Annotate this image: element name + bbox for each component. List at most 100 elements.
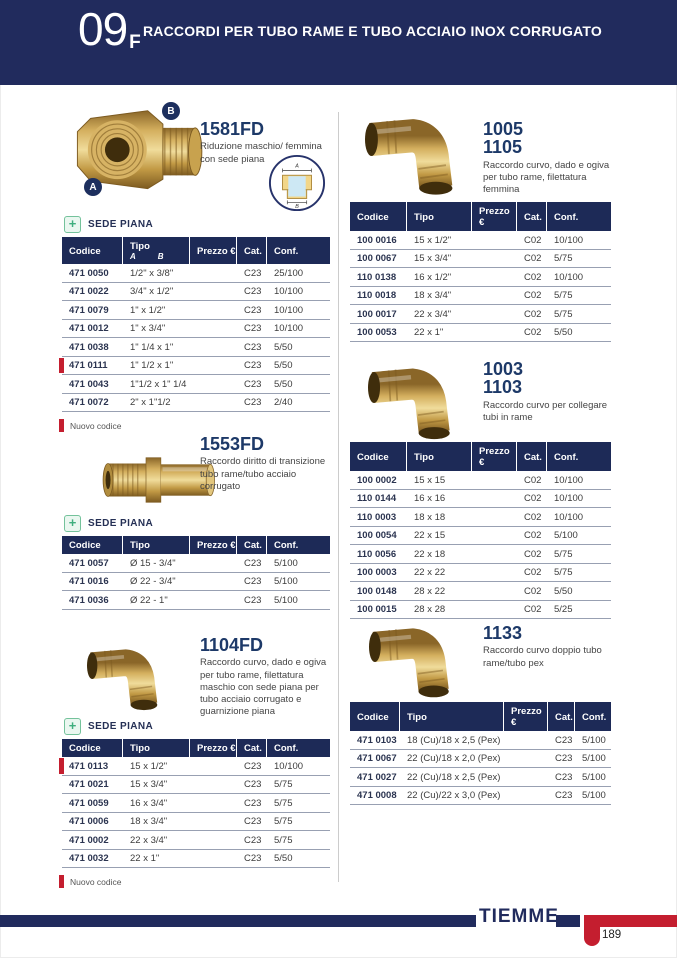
column-header: Conf. — [274, 540, 299, 551]
dimension-badge-b: B — [162, 102, 180, 120]
table-row: 471 0036 Ø 22 - 1" C23 5/100 — [62, 591, 330, 610]
table-cell: 10/100 — [274, 760, 304, 772]
product-code: 1104FD — [200, 635, 264, 655]
table-cell: 15 x 15 — [414, 474, 446, 486]
table-cell: 471 0032 — [69, 853, 109, 864]
table-row: 100 0002 15 x 15 C02 10/100 — [350, 471, 611, 490]
table-cell: C02 — [524, 548, 542, 560]
table-header-row: Codice Tipo Prezzo € Cat. Conf. — [350, 702, 611, 731]
new-code-marker — [59, 357, 64, 373]
page-header: 09 F RACCORDI PER TUBO RAME E TUBO ACCIAI… — [0, 0, 677, 85]
product-info: 1003 1103 Raccordo curvo per collegare tu… — [483, 360, 613, 424]
table-cell: C02 — [524, 290, 542, 301]
product-table: Codice Tipo Prezzo € Cat. Conf. 100 0016 15 x … — [350, 202, 611, 342]
table-cell: 22 x 22 — [414, 567, 446, 578]
table-row: 471 0016 Ø 22 - 3/4" C23 5/100 — [62, 572, 330, 591]
sede-piana-label: + SEDE PIANA — [64, 717, 330, 735]
table-cell — [190, 831, 237, 849]
table-cell: 471 0113 — [69, 760, 109, 772]
product-block-1581fd: A B 1581FD Riduzione maschio/ femmina co… — [59, 100, 332, 432]
product-description: Raccordo curvo, dado e ogiva per tubo ra… — [200, 657, 327, 717]
new-code-legend: Nuovo codice — [59, 419, 330, 432]
table-cell: Ø 22 - 1" — [130, 594, 168, 606]
table-row: 471 0006 18 x 3/4" C23 5/75 — [62, 812, 330, 831]
table-row: 100 0054 22 x 15 C02 5/100 — [350, 526, 611, 545]
table-row: 471 0021 15 x 3/4" C23 5/75 — [62, 775, 330, 794]
table-cell: 471 0016 — [69, 576, 109, 587]
table-cell — [504, 731, 548, 749]
table-cell: 471 0002 — [69, 834, 109, 846]
table-cell — [472, 287, 517, 305]
table-cell: C02 — [524, 308, 542, 320]
column-header: Prezzo € — [190, 536, 237, 554]
table-cell: 28 x 22 — [414, 585, 446, 597]
table-row: 100 0148 28 x 22 C02 5/50 — [350, 582, 611, 601]
table-cell: C02 — [524, 493, 542, 504]
dimension-badge-a: A — [84, 178, 102, 196]
product-photo-elbow — [350, 360, 472, 446]
product-block-1133: 1133 Raccordo curvo doppio tubo rame/tub… — [350, 612, 611, 805]
table-cell — [190, 554, 237, 572]
product-info: 1133 Raccordo curvo doppio tubo rame/tub… — [483, 624, 615, 670]
product-description: Raccordo curvo per collegare tubi in ram… — [483, 399, 608, 423]
table-cell: C23 — [244, 797, 262, 809]
table-cell: C23 — [244, 304, 262, 316]
table-cell: C23 — [244, 267, 262, 279]
table-header-row: Codice Tipo A B Prezzo € Cat. Conf. — [62, 237, 330, 264]
table-cell: 5/75 — [554, 290, 573, 301]
table-cell: 5/75 — [554, 308, 573, 320]
column-header: Codice — [350, 202, 407, 231]
product-table: Codice Tipo Prezzo € Cat. Conf. 471 0113 15 x … — [59, 739, 330, 868]
table-cell: 5/100 — [274, 594, 298, 606]
table-cell: C23 — [244, 816, 262, 827]
column-divider — [338, 112, 339, 882]
table-cell: C02 — [524, 567, 542, 578]
table-cell: 1"1/2 x 1" 1/4 — [130, 378, 187, 390]
table-row: 471 0027 22 (Cu)/18 x 2,5 (Pex) C23 5/100 — [350, 768, 611, 787]
table-row: 110 0138 16 x 1/2" C02 10/100 — [350, 268, 611, 287]
table-cell: 100 0016 — [357, 234, 397, 246]
table-cell: 1/2" x 3/8" — [130, 267, 174, 279]
table-cell: C23 — [555, 753, 573, 764]
column-header: Prezzo € — [472, 202, 517, 231]
table-cell: 25/100 — [274, 267, 304, 279]
product-info: 1581FD Riduzione maschio/ femmina con se… — [200, 120, 332, 166]
table-cell: C23 — [244, 286, 262, 297]
column-header: Tipo — [400, 702, 504, 731]
table-cell — [472, 564, 517, 582]
table-cell: 5/50 — [274, 341, 293, 353]
table-cell: 100 0054 — [357, 530, 397, 541]
table-row: 471 0038 1" 1/4 x 1" C23 5/50 — [62, 338, 330, 357]
product-description: Raccordo diritto di transizione tubo ram… — [200, 456, 326, 492]
table-cell: 100 0148 — [357, 585, 397, 597]
table-cell: C23 — [244, 341, 262, 353]
table-cell — [190, 338, 237, 356]
product-code: 1005 1105 — [483, 119, 524, 158]
table-cell — [190, 813, 237, 831]
column-header: Cat. — [237, 739, 267, 757]
table-cell: C23 — [244, 378, 262, 390]
product-table: Codice Tipo Prezzo € Cat. Conf. 471 0057 Ø 15 … — [62, 536, 330, 610]
column-header: Conf. — [582, 711, 607, 723]
table-cell: 5/100 — [274, 576, 298, 587]
table-row: 471 0113 15 x 1/2" C23 10/100 — [59, 757, 330, 776]
product-info: 1104FD Raccordo curvo, dado e ogiva per … — [200, 636, 332, 718]
column-header: Prezzo € — [504, 702, 548, 731]
product-table: Codice Tipo Prezzo € Cat. Conf. 471 0103 18 (C… — [350, 702, 611, 805]
section-letter: F — [129, 32, 141, 53]
table-cell: 10/100 — [554, 234, 584, 246]
plus-icon: + — [64, 717, 81, 735]
table-cell: 100 0015 — [357, 604, 397, 615]
table-cell: Ø 22 - 3/4" — [130, 576, 176, 587]
table-cell — [472, 305, 517, 323]
product-code: 1553FD — [200, 434, 265, 454]
table-cell: 16 x 16 — [414, 493, 446, 504]
table-row: 471 0022 3/4" x 1/2" C23 10/100 — [62, 282, 330, 301]
table-cell: 471 0006 — [69, 816, 109, 827]
table-cell — [472, 545, 517, 563]
table-cell: C02 — [524, 253, 542, 264]
column-header: Conf. — [274, 245, 299, 257]
table-cell — [472, 508, 517, 526]
table-row: 471 0072 2" x 1"1/2 C23 2/40 — [62, 393, 330, 412]
